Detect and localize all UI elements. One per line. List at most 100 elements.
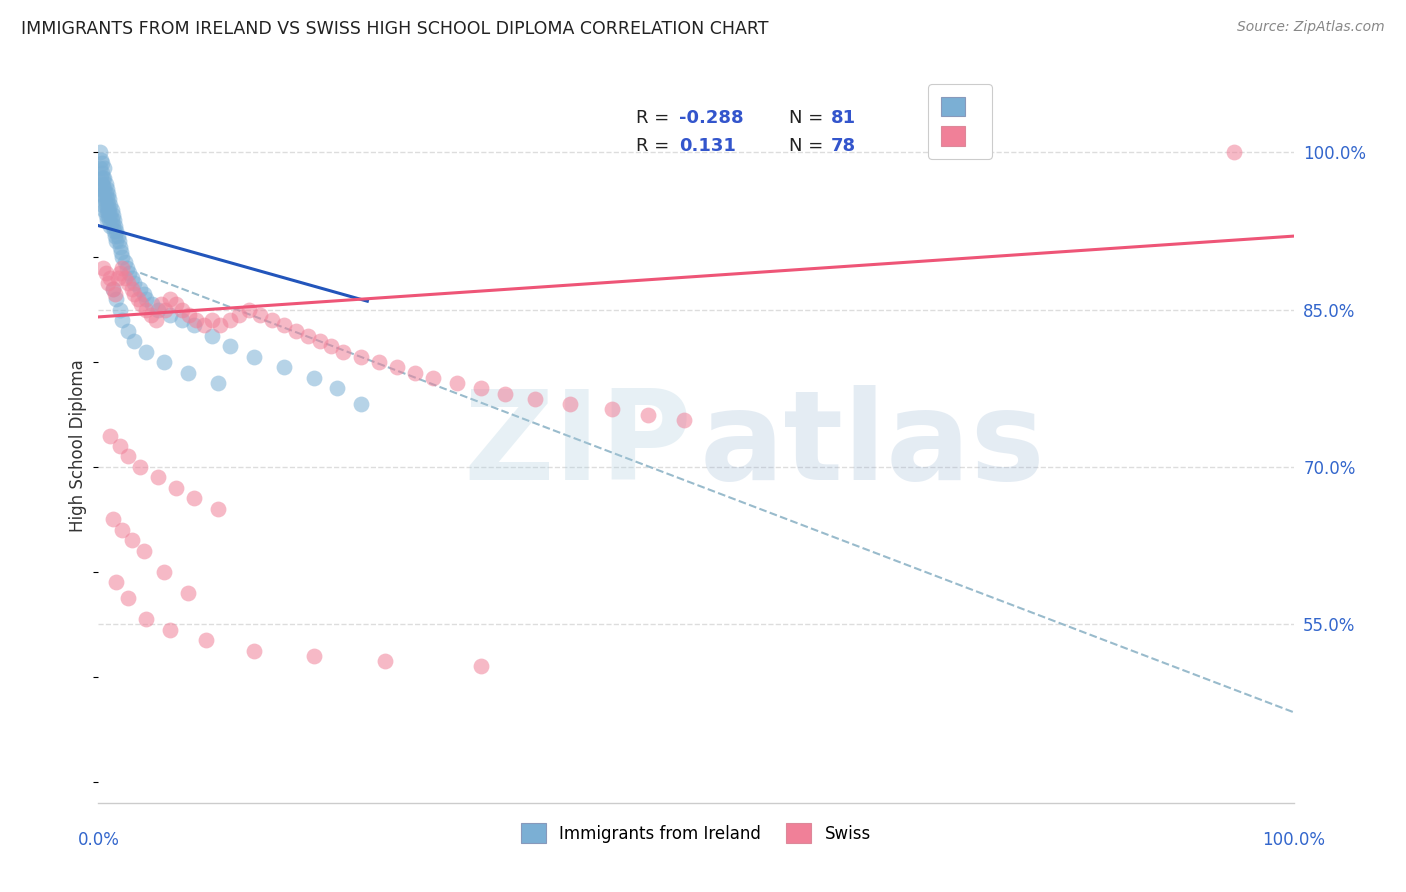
Point [107, 271, 129, 285]
Point [149, 297, 172, 311]
Point [249, 308, 271, 322]
Point [321, 339, 343, 353]
Point [111, 250, 134, 264]
Point [141, 297, 163, 311]
Point [118, 266, 141, 280]
Point [195, 633, 218, 648]
Point [374, 654, 396, 668]
Point [107, 229, 129, 244]
Point [135, 302, 157, 317]
Text: 100.0%: 100.0% [1263, 831, 1324, 849]
Point [637, 408, 659, 422]
Point [332, 344, 354, 359]
Point [350, 397, 373, 411]
Point [98, 193, 121, 207]
Point [101, 208, 124, 222]
Text: 0.0%: 0.0% [77, 831, 120, 849]
Point [117, 324, 139, 338]
Point [201, 313, 224, 327]
Point [96, 182, 118, 196]
Point [350, 350, 373, 364]
Point [110, 244, 132, 259]
Point [209, 318, 232, 333]
Point [560, 397, 582, 411]
Point [98, 197, 122, 211]
Point [96, 193, 118, 207]
Point [100, 213, 122, 227]
Point [302, 371, 325, 385]
Point [97, 277, 120, 291]
Point [159, 308, 181, 322]
Point [90, 182, 112, 196]
Point [135, 292, 157, 306]
Point [153, 565, 176, 579]
Point [91, 177, 114, 191]
Point [111, 523, 134, 537]
Point [165, 297, 187, 311]
Text: -0.288: -0.288 [679, 109, 744, 127]
Point [98, 219, 122, 233]
Point [132, 286, 155, 301]
Point [153, 355, 176, 369]
Point [139, 308, 162, 322]
Point [94, 177, 117, 191]
Point [243, 350, 266, 364]
Point [93, 202, 115, 217]
Text: R =: R = [637, 137, 681, 155]
Point [101, 282, 124, 296]
Point [98, 208, 122, 222]
Point [422, 371, 444, 385]
Point [243, 643, 266, 657]
Point [91, 178, 114, 193]
Point [108, 266, 131, 280]
Point [273, 318, 295, 333]
Point [103, 213, 125, 227]
Point [523, 392, 546, 406]
Point [284, 324, 307, 338]
Point [131, 297, 153, 311]
Point [104, 229, 127, 244]
Y-axis label: High School Diploma: High School Diploma [69, 359, 87, 533]
Point [121, 533, 143, 548]
Point [183, 491, 205, 506]
Text: 0.131: 0.131 [679, 137, 737, 155]
Point [108, 239, 131, 253]
Point [193, 318, 215, 333]
Point [98, 213, 121, 227]
Point [404, 366, 426, 380]
Point [129, 282, 152, 296]
Legend: Immigrants from Ireland, Swiss: Immigrants from Ireland, Swiss [513, 814, 879, 852]
Point [135, 612, 157, 626]
Point [104, 286, 127, 301]
Point [115, 260, 138, 275]
Point [91, 187, 114, 202]
Point [673, 413, 696, 427]
Point [183, 318, 205, 333]
Text: 81: 81 [831, 109, 856, 127]
Text: Source: ZipAtlas.com: Source: ZipAtlas.com [1237, 20, 1385, 34]
Text: ZIP: ZIP [464, 385, 692, 507]
Point [186, 313, 208, 327]
Point [273, 360, 295, 375]
Point [145, 313, 167, 327]
Point [111, 260, 134, 275]
Point [91, 197, 114, 211]
Point [100, 202, 122, 217]
Point [96, 202, 118, 217]
Point [494, 386, 516, 401]
Point [297, 328, 319, 343]
Point [105, 235, 128, 249]
Point [238, 302, 260, 317]
Point [135, 344, 157, 359]
Point [121, 282, 143, 296]
Point [97, 208, 120, 222]
Point [470, 659, 492, 673]
Point [121, 271, 143, 285]
Point [93, 193, 115, 207]
Point [165, 481, 187, 495]
Text: R =: R = [637, 109, 675, 127]
Point [105, 224, 128, 238]
Point [117, 591, 139, 606]
Point [385, 360, 409, 375]
Point [91, 260, 114, 275]
